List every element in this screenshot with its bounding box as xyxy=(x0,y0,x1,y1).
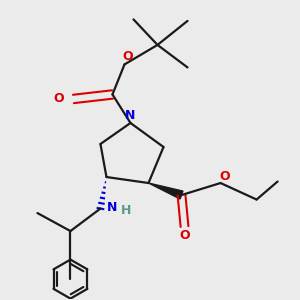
Text: N: N xyxy=(125,109,136,122)
Text: H: H xyxy=(121,204,131,218)
Text: O: O xyxy=(53,92,64,106)
Polygon shape xyxy=(148,183,183,199)
Text: O: O xyxy=(179,229,190,242)
Text: N: N xyxy=(107,200,118,214)
Text: O: O xyxy=(220,170,230,183)
Text: O: O xyxy=(122,50,133,63)
